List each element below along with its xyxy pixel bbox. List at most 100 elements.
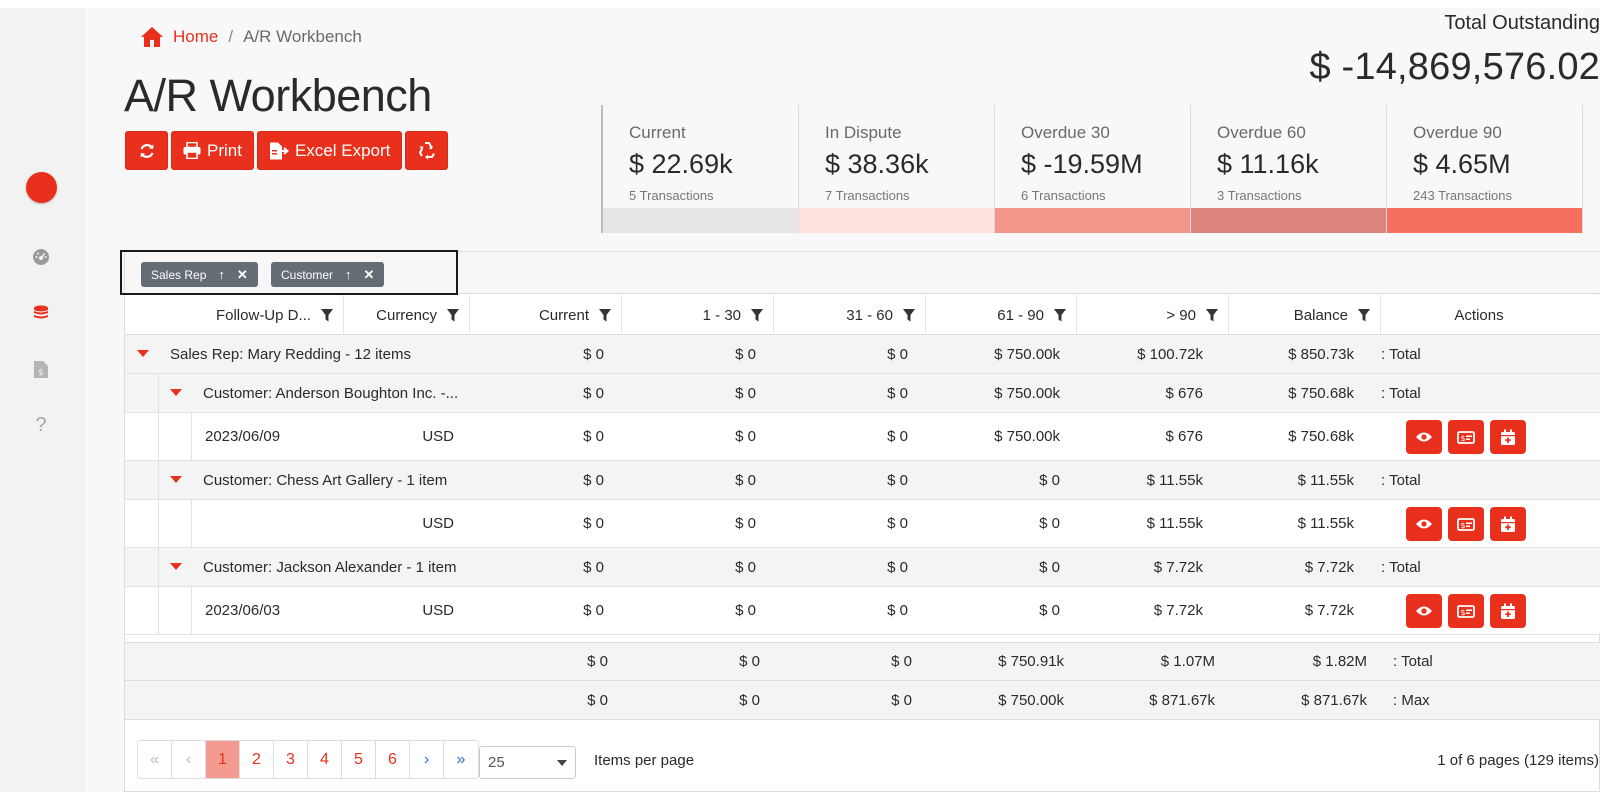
card-overdue-30[interactable]: Overdue 30 $ -19.59M 6 Transactions <box>995 105 1191 233</box>
prev-page-button[interactable]: ‹ <box>172 741 206 778</box>
help-question-icon[interactable]: ? <box>35 413 47 436</box>
collapse-caret-icon[interactable] <box>170 374 182 412</box>
total-outstanding-label: Total Outstanding <box>1444 12 1600 34</box>
eye-icon <box>1416 432 1432 442</box>
page-button-4[interactable]: 4 <box>308 741 342 778</box>
card-color-bar <box>995 208 1190 233</box>
cell-aggregate: : Max <box>1393 691 1430 709</box>
payment-button[interactable]: $ <box>1448 507 1484 541</box>
cell-over-90: $ 676 <box>1165 384 1203 402</box>
col-label: Actions <box>1454 306 1504 324</box>
col-followup-date[interactable]: Follow-Up D... <box>125 295 344 335</box>
view-button[interactable] <box>1406 507 1442 541</box>
filter-icon[interactable] <box>1358 308 1370 322</box>
col-balance[interactable]: Balance <box>1229 295 1381 335</box>
sort-asc-icon[interactable]: ↑ <box>218 267 225 282</box>
group-row-customer[interactable]: Customer: Jackson Alexander - 1 item $ 0… <box>125 548 1600 587</box>
view-button[interactable] <box>1406 420 1442 454</box>
page-button-5[interactable]: 5 <box>342 741 376 778</box>
app-logo[interactable] <box>26 172 57 203</box>
card-title: Overdue 30 <box>1021 123 1110 142</box>
view-button[interactable] <box>1406 594 1442 628</box>
cell-31-60: $ 0 <box>891 691 912 709</box>
group-chip-customer[interactable]: Customer ↑ ✕ <box>271 262 385 287</box>
col-over-90[interactable]: > 90 <box>1077 295 1229 335</box>
filter-icon[interactable] <box>1054 308 1066 322</box>
filter-icon[interactable] <box>321 308 333 322</box>
indent-guide <box>191 413 192 460</box>
breadcrumb-home-link[interactable]: Home <box>173 27 219 46</box>
filter-icon[interactable] <box>903 308 915 322</box>
printer-icon <box>183 142 201 159</box>
cell-over-90: $ 7.72k <box>1153 558 1203 576</box>
card-value: $ 38.36k <box>825 149 929 179</box>
payment-button[interactable]: $ <box>1448 420 1484 454</box>
col-currency[interactable]: Currency <box>344 295 470 335</box>
col-61-90[interactable]: 61 - 90 <box>926 295 1077 335</box>
pager: « ‹ 1 2 3 4 5 6 › » <box>137 740 479 779</box>
invoice-dollar-icon[interactable]: $ <box>28 356 54 382</box>
schedule-button[interactable] <box>1490 507 1526 541</box>
page-button-6[interactable]: 6 <box>376 741 410 778</box>
payment-button[interactable]: $ <box>1448 594 1484 628</box>
home-icon[interactable] <box>140 26 164 48</box>
cell-balance: $ 871.67k <box>1301 691 1367 709</box>
items-per-page-label: Items per page <box>594 752 695 769</box>
col-1-30[interactable]: 1 - 30 <box>622 295 774 335</box>
schedule-button[interactable] <box>1490 420 1526 454</box>
print-button[interactable]: Print <box>171 131 254 170</box>
collapse-caret-icon[interactable] <box>170 461 182 499</box>
group-row-sales-rep[interactable]: Sales Rep: Mary Redding - 12 items $ 0 $… <box>125 335 1600 374</box>
filter-icon[interactable] <box>751 308 763 322</box>
cell-current: $ 0 <box>587 653 608 670</box>
excel-export-button[interactable]: Excel Export <box>256 131 403 170</box>
cell-current: $ 0 <box>583 515 604 532</box>
print-label: Print <box>207 140 242 160</box>
card-color-bar <box>799 208 994 233</box>
remove-group-icon[interactable]: ✕ <box>363 266 375 282</box>
card-title: Overdue 60 <box>1217 123 1306 142</box>
chip-label: Customer <box>281 267 334 282</box>
col-current[interactable]: Current <box>470 295 622 335</box>
cell-1-30: $ 0 <box>735 602 756 619</box>
schedule-button[interactable] <box>1490 594 1526 628</box>
cell-current: $ 0 <box>583 428 604 445</box>
group-label: Customer: Chess Art Gallery - 1 item <box>203 471 448 489</box>
page-size-value: 25 <box>488 754 505 771</box>
total-outstanding-value: $ -14,869,576.02 <box>1309 46 1600 88</box>
sort-asc-icon[interactable]: ↑ <box>345 267 352 282</box>
table-row[interactable]: 2023/06/03 USD $ 0 $ 0 $ 0 $ 0 $ 7.72k $… <box>125 587 1600 635</box>
page-button-2[interactable]: 2 <box>240 741 274 778</box>
refresh-button[interactable] <box>125 131 168 170</box>
grid-header: Follow-Up D... Currency Current 1 - 30 3… <box>125 295 1600 335</box>
card-overdue-90[interactable]: Overdue 90 $ 4.65M 243 Transactions <box>1387 105 1583 233</box>
table-row[interactable]: 2023/06/09 USD $ 0 $ 0 $ 0 $ 750.00k $ 6… <box>125 413 1600 461</box>
next-page-button[interactable]: › <box>410 741 444 778</box>
collapse-caret-icon[interactable] <box>137 335 149 373</box>
cell-over-90: $ 676 <box>1165 428 1203 445</box>
group-chip-sales-rep[interactable]: Sales Rep ↑ ✕ <box>141 262 258 287</box>
recycle-button[interactable] <box>405 131 449 170</box>
cell-aggregate: : Total <box>1381 384 1421 402</box>
filter-icon[interactable] <box>599 308 611 322</box>
cell-61-90: $ 750.00k <box>994 428 1060 445</box>
table-row[interactable]: USD $ 0 $ 0 $ 0 $ 0 $ 11.55k $ 11.55k $ <box>125 500 1600 548</box>
card-current[interactable]: Current $ 22.69k 5 Transactions <box>603 105 799 233</box>
page-button-3[interactable]: 3 <box>274 741 308 778</box>
first-page-button[interactable]: « <box>138 741 172 778</box>
cell-1-30: $ 0 <box>739 691 760 709</box>
card-in-dispute[interactable]: In Dispute $ 38.36k 7 Transactions <box>799 105 995 233</box>
col-31-60[interactable]: 31 - 60 <box>774 295 926 335</box>
collapse-caret-icon[interactable] <box>170 548 182 586</box>
group-row-customer[interactable]: Customer: Chess Art Gallery - 1 item $ 0… <box>125 461 1600 500</box>
page-button-1[interactable]: 1 <box>206 741 240 778</box>
coins-icon[interactable] <box>28 300 54 326</box>
card-overdue-60[interactable]: Overdue 60 $ 11.16k 3 Transactions <box>1191 105 1387 233</box>
group-row-customer[interactable]: Customer: Anderson Boughton Inc. -... $ … <box>125 374 1600 413</box>
filter-icon[interactable] <box>1206 308 1218 322</box>
remove-group-icon[interactable]: ✕ <box>236 266 248 282</box>
page-size-select[interactable]: 25 <box>479 746 576 779</box>
last-page-button[interactable]: » <box>456 750 466 768</box>
dashboard-gauge-icon[interactable] <box>28 244 54 270</box>
filter-icon[interactable] <box>447 308 459 322</box>
